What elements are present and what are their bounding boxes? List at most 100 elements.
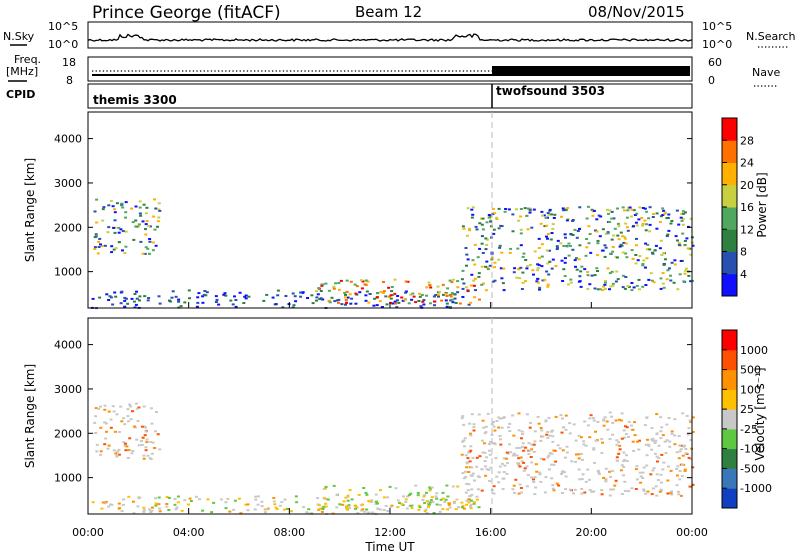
scatter-cell <box>224 507 228 510</box>
scatter-cell <box>232 508 236 511</box>
scatter-cell <box>622 466 626 468</box>
scatter-cell <box>668 445 672 448</box>
scatter-cell <box>635 284 639 287</box>
scatter-cell <box>535 470 539 473</box>
scatter-cell <box>317 504 321 507</box>
scatter-cell <box>422 299 426 302</box>
scatter-cell <box>662 286 666 289</box>
scatter-cell <box>119 302 123 305</box>
scatter-cell <box>608 220 612 223</box>
scatter-cell <box>147 297 151 299</box>
scatter-cell <box>388 485 392 488</box>
scatter-cell <box>124 216 127 219</box>
scatter-cell <box>108 295 112 298</box>
scatter-cell <box>609 252 613 255</box>
scatter-cell <box>546 431 550 433</box>
scatter-cell <box>491 213 495 215</box>
scatter-cell <box>217 303 221 306</box>
scatter-cell <box>469 499 473 502</box>
scatter-cell <box>579 436 583 439</box>
scatter-cell <box>324 282 328 285</box>
scatter-cell <box>345 505 349 508</box>
scatter-cell <box>363 510 367 513</box>
x-tick-label: 16:00 <box>475 526 507 539</box>
scatter-cell <box>93 248 97 250</box>
scatter-cell <box>107 444 111 447</box>
scatter-cell <box>486 412 490 415</box>
scatter-cell <box>676 465 680 468</box>
scatter-cell <box>572 492 575 495</box>
scatter-cell <box>472 501 476 504</box>
y-tick-label: 3000 <box>54 177 82 190</box>
scatter-cell <box>666 479 670 482</box>
scatter-cell <box>436 293 440 296</box>
scatter-cell <box>196 301 200 304</box>
scatter-cell <box>644 443 648 446</box>
scatter-cell <box>682 280 686 283</box>
scatter-cell <box>492 425 496 428</box>
scatter-cell <box>134 402 138 405</box>
scatter-cell <box>520 460 524 463</box>
scatter-cell <box>93 421 97 424</box>
scatter-cell <box>130 452 134 455</box>
x-tick-label: 04:00 <box>173 526 205 539</box>
scatter-cell <box>531 269 535 272</box>
scatter-cell <box>448 294 452 296</box>
scatter-cell <box>596 270 599 272</box>
scatter-cell <box>143 252 147 255</box>
scatter-cell <box>273 503 277 506</box>
scatter-cell <box>603 287 607 290</box>
scatter-cell <box>490 433 494 436</box>
scatter-cell <box>165 505 169 508</box>
scatter-cell <box>664 452 668 454</box>
scatter-cell <box>596 254 600 257</box>
scatter-cell <box>660 453 664 456</box>
scatter-cell <box>142 454 146 457</box>
scatter-cell <box>611 433 615 436</box>
scatter-cell <box>480 468 484 471</box>
scatter-cell <box>565 451 569 454</box>
scatter-cell <box>499 224 503 227</box>
scatter-cell <box>484 248 488 251</box>
scatter-cell <box>587 242 591 245</box>
scatter-cell <box>452 293 456 296</box>
scatter-cell <box>142 510 146 513</box>
scatter-cell <box>122 498 126 501</box>
scatter-cell <box>480 489 484 492</box>
scatter-cell <box>138 295 142 298</box>
scatter-cell <box>567 254 571 257</box>
scatter-cell <box>111 303 115 306</box>
scatter-cell <box>540 429 544 432</box>
colorbar-swatch <box>722 251 737 275</box>
scatter-cell <box>499 443 503 446</box>
scatter-cell <box>448 279 452 282</box>
scatter-cell <box>667 417 671 419</box>
scatter-cell <box>376 502 379 505</box>
scatter-cell <box>497 227 501 230</box>
scatter-cell <box>429 302 432 305</box>
scatter-cell <box>560 473 564 475</box>
scatter-cell <box>486 268 490 271</box>
scatter-cell <box>151 506 154 509</box>
scatter-cell <box>177 300 181 303</box>
scatter-cell <box>429 499 433 502</box>
scatter-cell <box>448 502 451 505</box>
colorbar-swatch <box>722 207 737 230</box>
scatter-cell <box>135 407 139 410</box>
scatter-cell <box>650 438 654 441</box>
scatter-cell <box>574 460 577 463</box>
scatter-cell <box>537 237 541 240</box>
scatter-cell <box>452 500 456 503</box>
scatter-cell <box>104 437 108 440</box>
scatter-cell <box>284 295 288 297</box>
scatter-cell <box>573 488 577 491</box>
scatter-cell <box>106 231 110 234</box>
scatter-cell <box>669 491 673 494</box>
scatter-cell <box>344 496 348 499</box>
scatter-cell <box>188 297 191 300</box>
scatter-cell <box>444 498 448 501</box>
scatter-cell <box>647 278 651 281</box>
scatter-cell <box>222 293 226 296</box>
scatter-cell <box>474 225 478 228</box>
